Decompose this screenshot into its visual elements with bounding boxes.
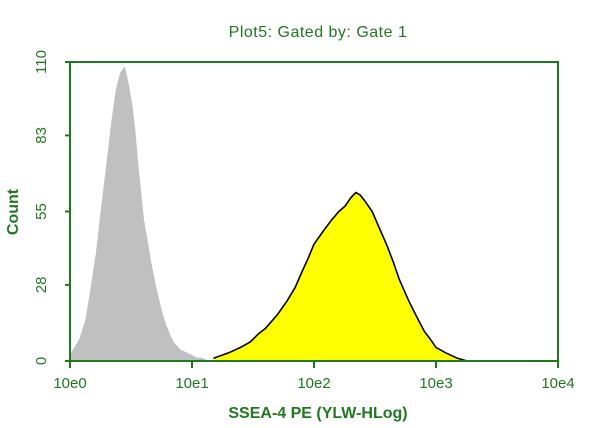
y-tick-label: 28 — [33, 277, 50, 294]
x-tick-label: 10e4 — [541, 375, 574, 392]
y-tick-label: 83 — [33, 127, 50, 144]
x-tick-label: 10e2 — [297, 375, 330, 392]
y-tick-label: 55 — [33, 203, 50, 220]
chart-title: Plot5: Gated by: Gate 1 — [229, 24, 408, 41]
control-histogram-area — [69, 66, 209, 362]
x-tick-label: 10e3 — [419, 375, 452, 392]
sample-histogram-outline — [213, 191, 473, 362]
x-tick-label: 10e1 — [175, 375, 208, 392]
y-tick-label: 0 — [33, 357, 50, 365]
y-axis-ticks: 0 28 55 83 110 — [33, 50, 70, 365]
y-axis-label: Count — [5, 188, 22, 235]
x-axis-ticks: 10e0 10e1 10e2 10e3 10e4 — [53, 361, 575, 392]
sample-histogram-area — [213, 192, 473, 361]
x-tick-label: 10e0 — [53, 375, 86, 392]
y-tick-label: 110 — [33, 50, 50, 74]
x-axis-label: SSEA-4 PE (YLW-HLog) — [228, 405, 407, 422]
series-layer — [69, 66, 473, 362]
